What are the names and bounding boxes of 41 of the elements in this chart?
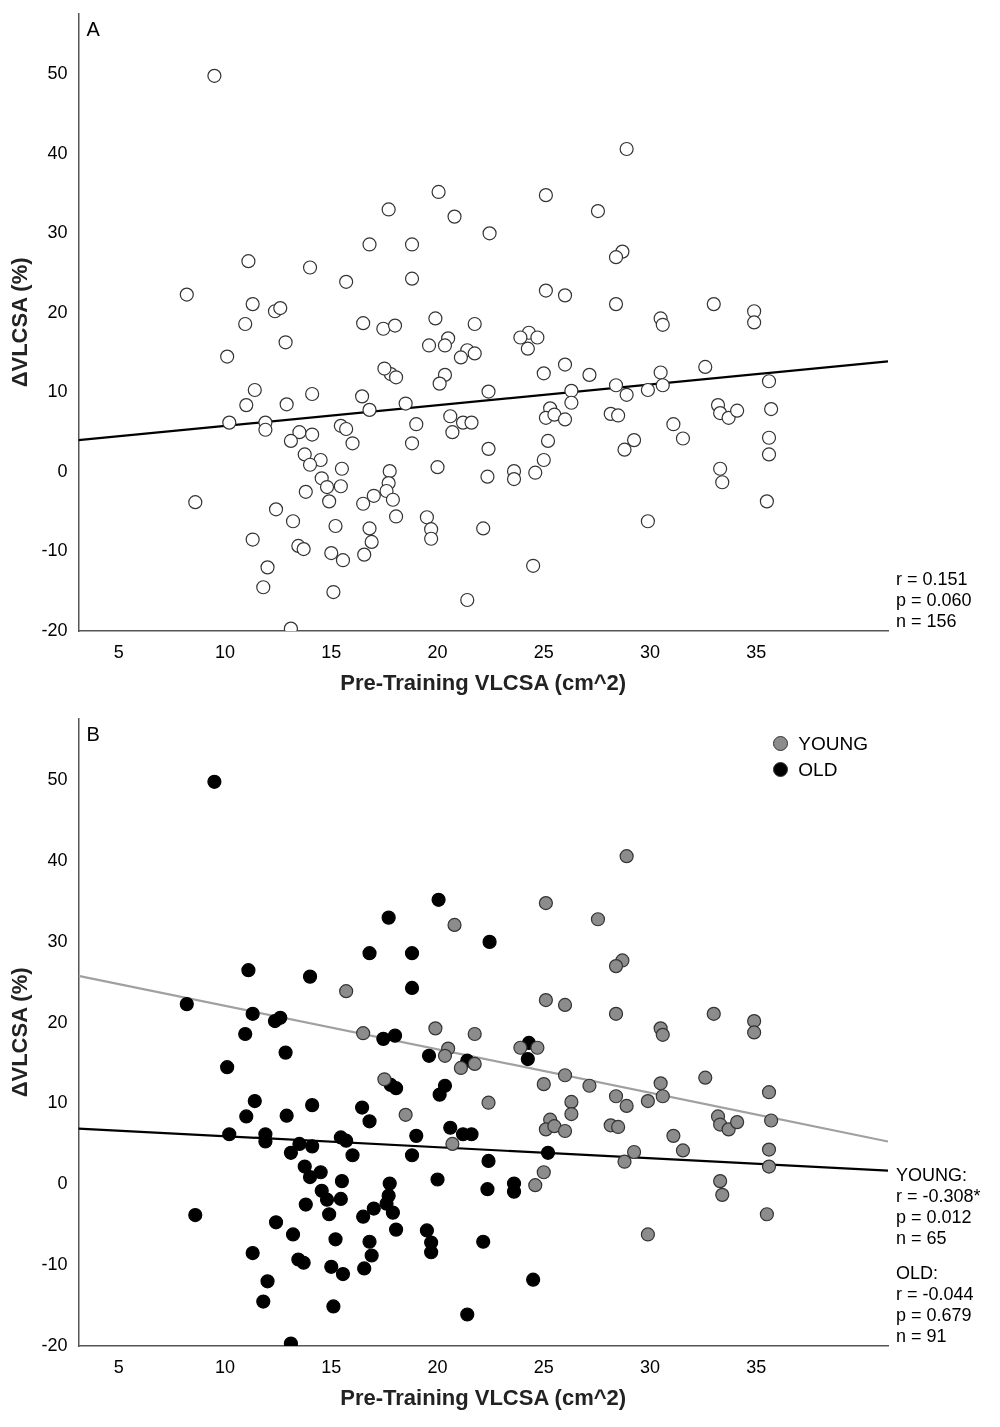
x-tick-label: 35 [746, 641, 767, 662]
x-tick-label: 5 [113, 1356, 124, 1377]
y-tick-label: 20 [47, 1011, 68, 1032]
y-tick-label: 10 [47, 381, 68, 402]
x-tick-label: 30 [640, 1356, 661, 1377]
x-tick-label: 20 [427, 1356, 448, 1377]
x-tick-label: 20 [427, 641, 448, 662]
y-tick-label: 50 [47, 63, 68, 84]
x-tick-label: 15 [321, 1356, 342, 1377]
y-axis-title: ΔVLCSA (%) [7, 967, 33, 1098]
x-tick-label: 25 [533, 641, 554, 662]
x-tick-label: 25 [533, 1356, 554, 1377]
legend-label: OLD [798, 758, 838, 781]
y-tick-label: 0 [57, 460, 68, 481]
chart-title: A [86, 17, 101, 40]
text: r = 0.151 p = 0.060 n = 156 [896, 569, 972, 631]
x-axis-title: Pre-Training VLCSA (cm^2) [340, 669, 627, 695]
text: OLD: r = -0.044 p = 0.679 n = 91 [896, 1263, 974, 1346]
y-tick-label: 20 [47, 301, 68, 322]
legend-label: YOUNG [798, 732, 868, 755]
y-tick-label: 0 [57, 1173, 68, 1194]
y-tick-label: -10 [41, 1254, 68, 1275]
x-tick-label: 5 [113, 641, 124, 662]
y-tick-label: 50 [47, 769, 68, 790]
x-tick-label: 10 [215, 1356, 236, 1377]
x-axis-title: Pre-Training VLCSA (cm^2) [340, 1384, 627, 1410]
text: YOUNG: r = -0.308* p = 0.012 n = 65 [896, 1165, 981, 1248]
y-tick-label: -10 [41, 540, 68, 561]
y-tick-label: 40 [47, 142, 68, 163]
chart-title: B [86, 722, 100, 745]
x-tick-label: 10 [215, 641, 236, 662]
y-tick-label: -20 [41, 1334, 68, 1355]
y-tick-label: 30 [47, 930, 68, 951]
x-tick-label: 30 [640, 641, 661, 662]
x-tick-label: 35 [746, 1356, 767, 1377]
y-axis-title: ΔVLCSA (%) [7, 257, 33, 388]
y-tick-label: 30 [47, 222, 68, 243]
x-tick-label: 15 [321, 641, 342, 662]
y-tick-label: -20 [41, 619, 68, 640]
y-tick-label: 40 [47, 850, 68, 871]
y-tick-label: 10 [47, 1092, 68, 1113]
